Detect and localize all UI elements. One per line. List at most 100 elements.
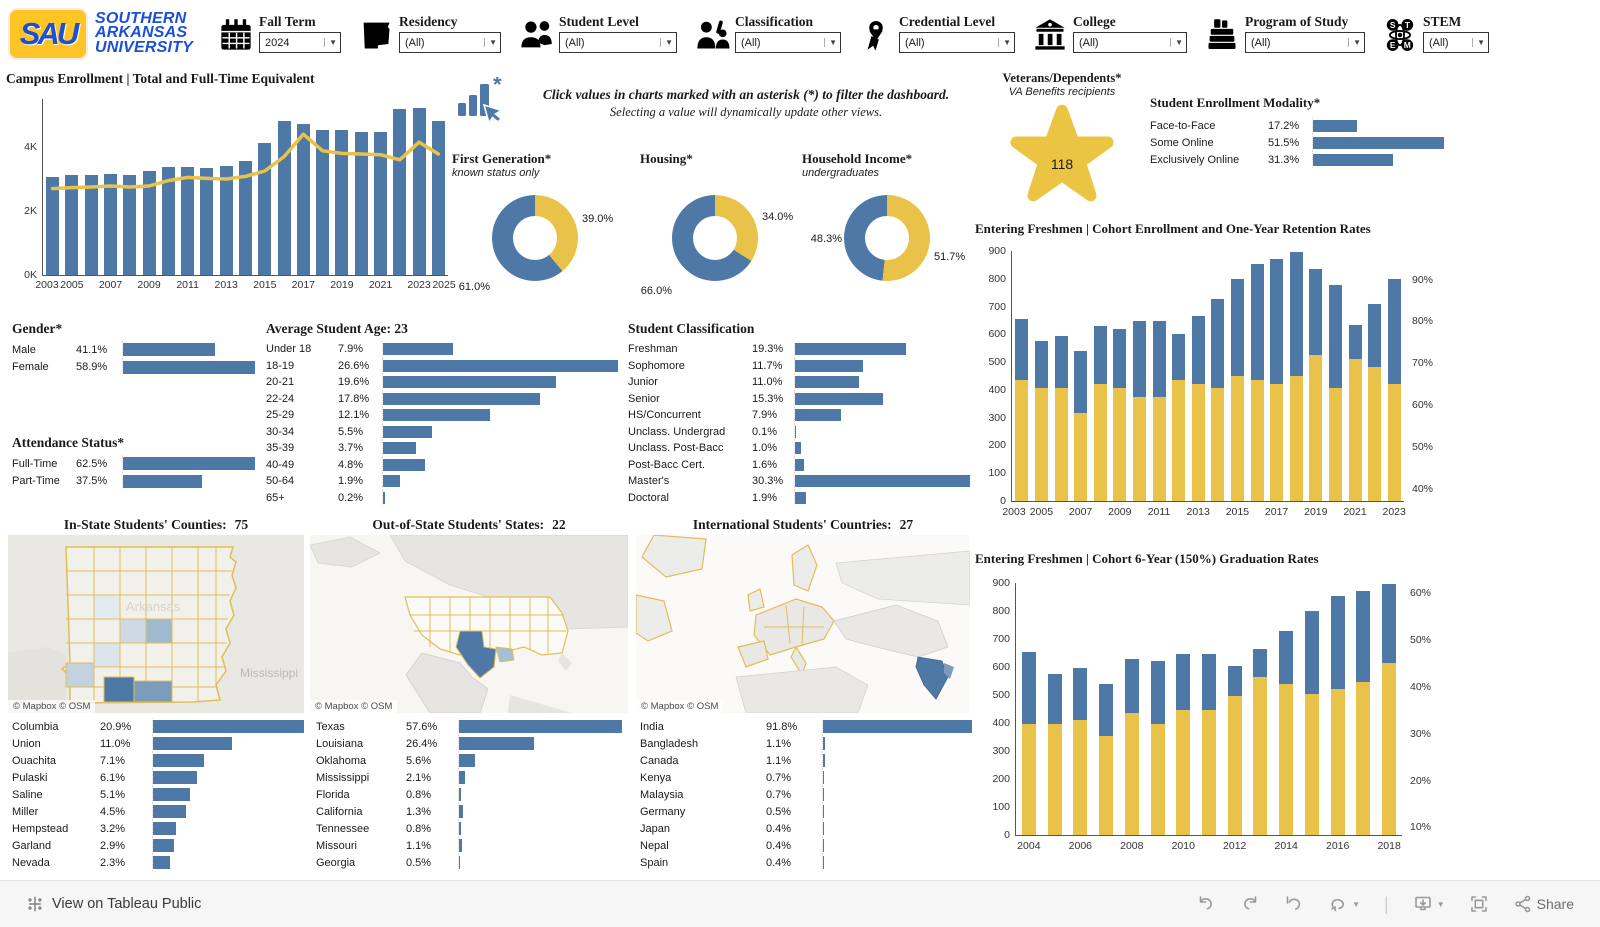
rate-bar[interactable] xyxy=(1211,388,1225,501)
enrollment-bar[interactable] xyxy=(431,121,445,275)
filter-dropdown[interactable]: (All) ▼ xyxy=(559,32,678,53)
bar-mark[interactable] xyxy=(1313,136,1444,149)
bar-mark[interactable] xyxy=(795,458,805,471)
map-attribution[interactable]: © Mapbox © OSM xyxy=(8,700,96,713)
filter-dropdown[interactable]: (All) ▼ xyxy=(1245,32,1366,53)
rate-bar[interactable] xyxy=(1093,384,1107,501)
enrollment-bar[interactable] xyxy=(412,107,426,275)
bar-mark[interactable] xyxy=(153,720,304,733)
bar-mark[interactable] xyxy=(1313,153,1393,166)
bar-mark[interactable] xyxy=(459,720,622,733)
download-dropdown-caret[interactable]: ▼ xyxy=(1436,899,1445,909)
rate-bar[interactable] xyxy=(1330,689,1345,835)
enrollment-bar[interactable] xyxy=(277,121,291,275)
filter-dropdown[interactable]: (All) ▼ xyxy=(399,32,502,53)
bar-mark[interactable] xyxy=(823,788,825,801)
bar-mark[interactable] xyxy=(383,425,432,438)
bar-mark[interactable] xyxy=(795,442,801,455)
bar-mark[interactable] xyxy=(153,737,233,750)
enrollment-bar[interactable] xyxy=(161,167,175,275)
rate-bar[interactable] xyxy=(1054,388,1068,501)
filter-dropdown[interactable]: 2024 ▼ xyxy=(259,32,342,53)
enrollment-bar[interactable] xyxy=(200,168,214,275)
enrollment-bar[interactable] xyxy=(239,161,252,275)
veterans-star-mark[interactable]: 118 xyxy=(1007,102,1117,204)
bar-mark[interactable] xyxy=(153,839,174,852)
bar-mark[interactable] xyxy=(153,822,177,835)
bar-mark[interactable] xyxy=(459,856,461,869)
rate-bar[interactable] xyxy=(1227,696,1242,835)
bar-mark[interactable] xyxy=(383,343,453,356)
enrollment-bar[interactable] xyxy=(142,171,156,275)
rate-bar[interactable] xyxy=(1348,358,1362,501)
rate-bar[interactable] xyxy=(1270,384,1284,501)
rate-bar[interactable] xyxy=(1230,375,1244,501)
bar-mark[interactable] xyxy=(823,754,825,767)
bar-mark[interactable] xyxy=(153,805,186,818)
rate-bar[interactable] xyxy=(1172,379,1186,501)
bar-mark[interactable] xyxy=(459,805,463,818)
louisiana-region[interactable] xyxy=(495,646,515,663)
bar-mark[interactable] xyxy=(383,392,541,405)
bar-mark[interactable] xyxy=(823,737,825,750)
enrollment-bar[interactable] xyxy=(374,131,387,275)
bar-mark[interactable] xyxy=(795,491,806,504)
enrollment-bar[interactable] xyxy=(219,166,233,275)
bar-mark[interactable] xyxy=(383,475,400,488)
bar-mark[interactable] xyxy=(383,359,618,372)
enrollment-bar[interactable] xyxy=(335,130,349,275)
rate-bar[interactable] xyxy=(1289,375,1303,501)
reset-button[interactable] xyxy=(1284,894,1304,914)
rate-bar[interactable] xyxy=(1113,388,1127,501)
rate-bar[interactable] xyxy=(1099,736,1114,835)
bar-mark[interactable] xyxy=(123,474,203,488)
bar-mark[interactable] xyxy=(153,754,205,767)
enrollment-bar[interactable] xyxy=(123,175,137,275)
rate-bar[interactable] xyxy=(1328,388,1342,501)
bar-mark[interactable] xyxy=(795,376,859,389)
undo-button[interactable] xyxy=(1196,894,1216,914)
rate-bar[interactable] xyxy=(1250,379,1264,501)
bar-mark[interactable] xyxy=(459,822,462,835)
rate-bar[interactable] xyxy=(1309,354,1323,501)
us-states-map[interactable]: © Mapbox © OSM xyxy=(310,535,628,713)
bar-mark[interactable] xyxy=(1313,119,1357,132)
bar-mark[interactable] xyxy=(823,856,824,869)
filter-dropdown[interactable]: (All) ▼ xyxy=(1073,32,1188,53)
rate-bar[interactable] xyxy=(1253,677,1268,835)
rate-bar[interactable] xyxy=(1021,724,1036,835)
rate-bar[interactable] xyxy=(1176,710,1191,835)
enrollment-bar[interactable] xyxy=(65,175,79,275)
bar-mark[interactable] xyxy=(383,409,490,422)
filter-dropdown[interactable]: (All) ▼ xyxy=(899,32,1016,53)
enrollment-bar[interactable] xyxy=(46,177,60,275)
rate-bar[interactable] xyxy=(1015,379,1029,501)
bar-mark[interactable] xyxy=(383,458,426,471)
bar-mark[interactable] xyxy=(123,343,216,357)
bar-mark[interactable] xyxy=(153,788,190,801)
donut-chart[interactable] xyxy=(492,195,578,281)
redo-button[interactable] xyxy=(1240,894,1260,914)
bar-mark[interactable] xyxy=(153,771,198,784)
rate-bar[interactable] xyxy=(1152,396,1166,501)
rate-bar[interactable] xyxy=(1202,710,1216,835)
filter-dropdown[interactable]: (All) ▼ xyxy=(735,32,842,53)
bar-mark[interactable] xyxy=(153,856,170,869)
rate-bar[interactable] xyxy=(1034,388,1048,501)
bar-mark[interactable] xyxy=(383,491,385,504)
bar-mark[interactable] xyxy=(823,822,824,835)
bar-mark[interactable] xyxy=(795,425,796,438)
enrollment-bar[interactable] xyxy=(393,108,407,275)
bar-mark[interactable] xyxy=(383,442,416,455)
arkansas-counties-map[interactable]: Arkansas Mississippi © Mapbox © OSM xyxy=(8,535,304,713)
bar-mark[interactable] xyxy=(795,392,884,405)
rate-bar[interactable] xyxy=(1279,684,1294,835)
world-countries-map[interactable]: © Mapbox © OSM xyxy=(636,535,970,713)
rate-bar[interactable] xyxy=(1124,712,1139,835)
texas-region[interactable] xyxy=(455,630,497,679)
donut-chart[interactable] xyxy=(672,195,758,281)
bar-mark[interactable] xyxy=(795,475,970,488)
bar-mark[interactable] xyxy=(459,788,462,801)
bar-mark[interactable] xyxy=(383,376,557,389)
enrollment-bar[interactable] xyxy=(316,130,330,275)
